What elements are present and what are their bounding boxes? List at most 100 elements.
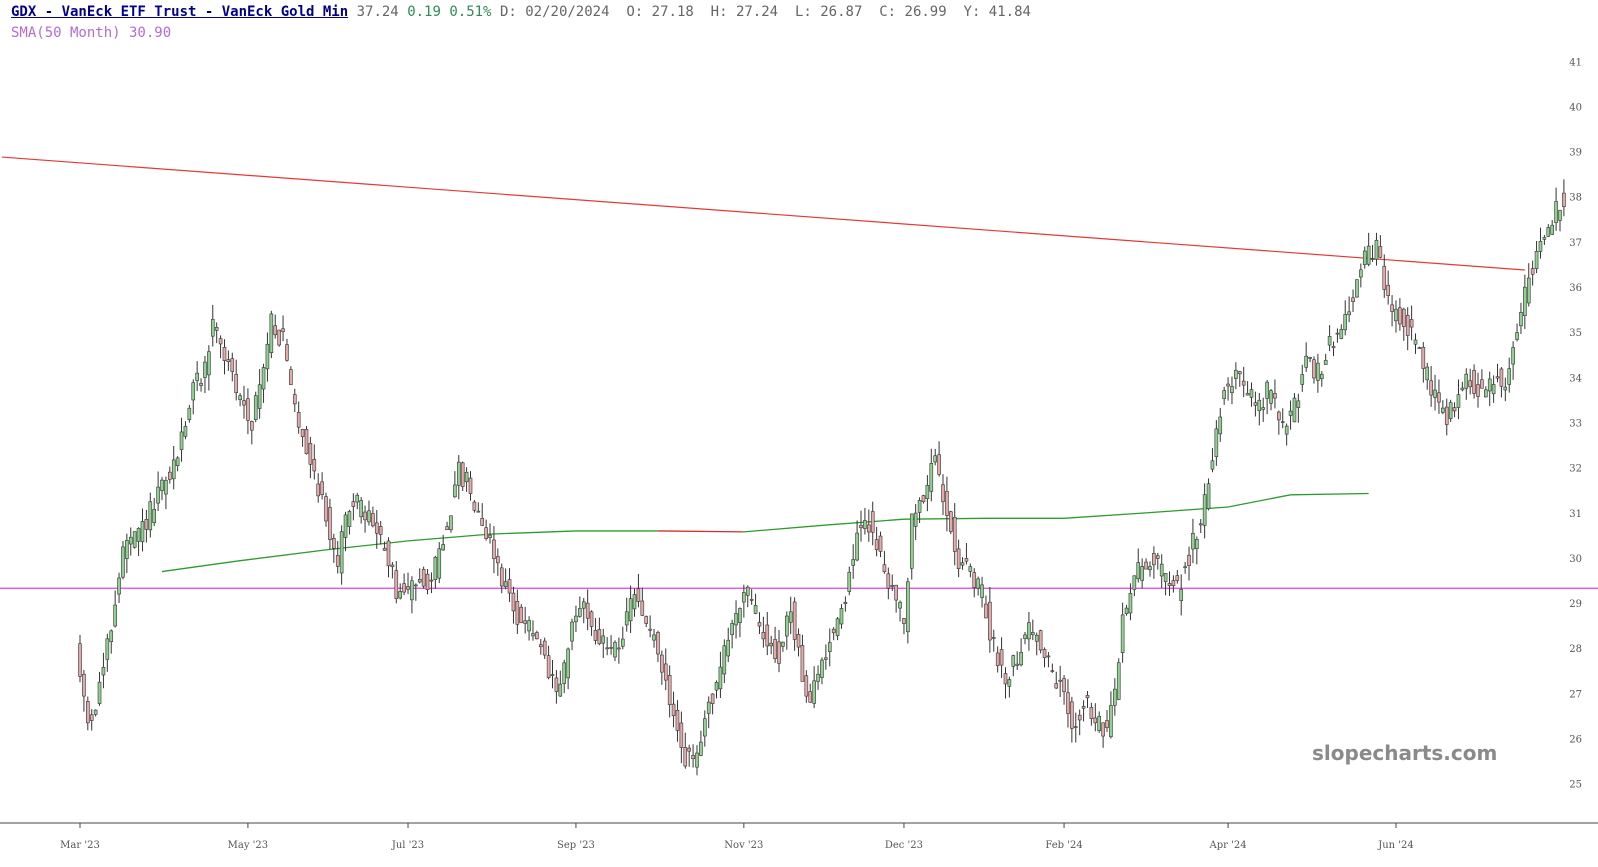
candle-up [1370, 258, 1375, 260]
watermark: slopecharts.com [1312, 741, 1498, 765]
candle-down [640, 600, 645, 616]
candle-down [1042, 649, 1047, 659]
candle-down [656, 632, 660, 655]
candle-down [320, 481, 324, 496]
x-tick-label: May '23 [228, 840, 269, 851]
candle-down [285, 344, 289, 361]
candle-down [749, 599, 754, 601]
candle-down [1167, 583, 1172, 587]
candle-up [609, 647, 613, 649]
candle-up [269, 313, 274, 354]
candle-down [1390, 304, 1394, 312]
candle-up [1362, 250, 1367, 266]
candle-up [1456, 394, 1461, 408]
y-tick-label: 34 [1569, 373, 1582, 384]
candle-down [535, 632, 539, 640]
candle-down [1152, 553, 1156, 566]
candle-down [234, 374, 238, 394]
candle-up [1249, 389, 1254, 398]
candle-down [949, 511, 953, 532]
candle-down [1351, 297, 1355, 302]
candle-up [1210, 460, 1215, 470]
x-tick-label: Sep '23 [557, 840, 595, 851]
candle-down [667, 675, 672, 706]
candle-up [906, 581, 910, 633]
candle-up [835, 618, 840, 637]
candle-up [718, 666, 723, 690]
y-tick-label: 29 [1569, 599, 1582, 610]
candle-up [93, 709, 98, 715]
candle-down [445, 526, 449, 531]
candle-down [515, 601, 520, 625]
candle-down [468, 477, 473, 494]
x-tick-label: Feb '24 [1045, 840, 1082, 851]
candle-up [125, 540, 129, 559]
candle-down [1187, 554, 1191, 566]
x-tick-label: Mar '23 [60, 840, 100, 851]
candle-up [1261, 407, 1266, 410]
candle-up [1214, 428, 1219, 458]
candle-down [242, 400, 246, 406]
candle-up [933, 455, 937, 463]
candle-up [1202, 494, 1207, 526]
candle-down [335, 555, 340, 567]
candle-down [792, 601, 797, 640]
candle-down [316, 483, 321, 497]
candle-down [1105, 720, 1109, 729]
candle-up [562, 662, 567, 684]
candle-down [874, 539, 879, 551]
candle-up [1347, 311, 1351, 316]
candle-up [160, 479, 164, 491]
candle-up [152, 509, 156, 524]
candle-up [437, 548, 442, 579]
candle-up [1448, 402, 1453, 420]
candle-up [1124, 607, 1129, 614]
candle-up [1554, 201, 1558, 223]
candle-up [359, 500, 363, 518]
candle-down [1198, 523, 1203, 526]
candle-up [1460, 387, 1465, 391]
candle-up [476, 510, 481, 513]
candle-down [386, 540, 391, 567]
candle-up [1058, 679, 1062, 682]
candle-down [378, 526, 383, 535]
candle-down [406, 586, 410, 590]
candle-up [128, 536, 133, 545]
y-tick-label: 39 [1569, 148, 1582, 159]
candle-up [632, 594, 637, 610]
candle-down [1495, 376, 1500, 379]
candle-up [620, 638, 625, 647]
candle-up [816, 673, 820, 682]
candle-up [1304, 355, 1308, 368]
candle-up [531, 633, 535, 637]
candle-up [1163, 573, 1168, 583]
sma-legend: SMA(50 Month) 30.90 [11, 25, 172, 41]
candle-down [1382, 266, 1387, 290]
candle-up [812, 680, 816, 704]
candle-up [925, 485, 930, 499]
sma-line-segment [1064, 512, 1147, 519]
y-tick-label: 26 [1569, 735, 1582, 746]
candle-down [1468, 380, 1472, 388]
symbol-link[interactable]: GDX - VanEck ETF Trust - VanEck Gold Min [11, 4, 349, 20]
candle-down [472, 501, 477, 511]
candle-down [902, 618, 906, 624]
ohlc-readout: D: 02/20/2024 O: 27.18 H: 27.24 L: 26.87… [499, 4, 1031, 20]
candle-down [304, 428, 309, 454]
candle-up [1464, 373, 1469, 389]
candle-up [1300, 374, 1305, 385]
candle-up [578, 608, 582, 617]
candle-up [1128, 593, 1133, 614]
candle-down [429, 579, 434, 582]
sma-line-segment [743, 524, 826, 533]
candle-up [1413, 339, 1418, 345]
candle-up [695, 752, 699, 768]
candle-up [706, 701, 711, 714]
candle-down [663, 663, 668, 681]
candle-up [1491, 384, 1496, 395]
candle-down [296, 412, 301, 428]
candle-up [1484, 389, 1488, 398]
quote-header: GDX - VanEck ETF Trust - VanEck Gold Min… [11, 4, 1031, 20]
price-change: 0.19 [407, 4, 441, 20]
